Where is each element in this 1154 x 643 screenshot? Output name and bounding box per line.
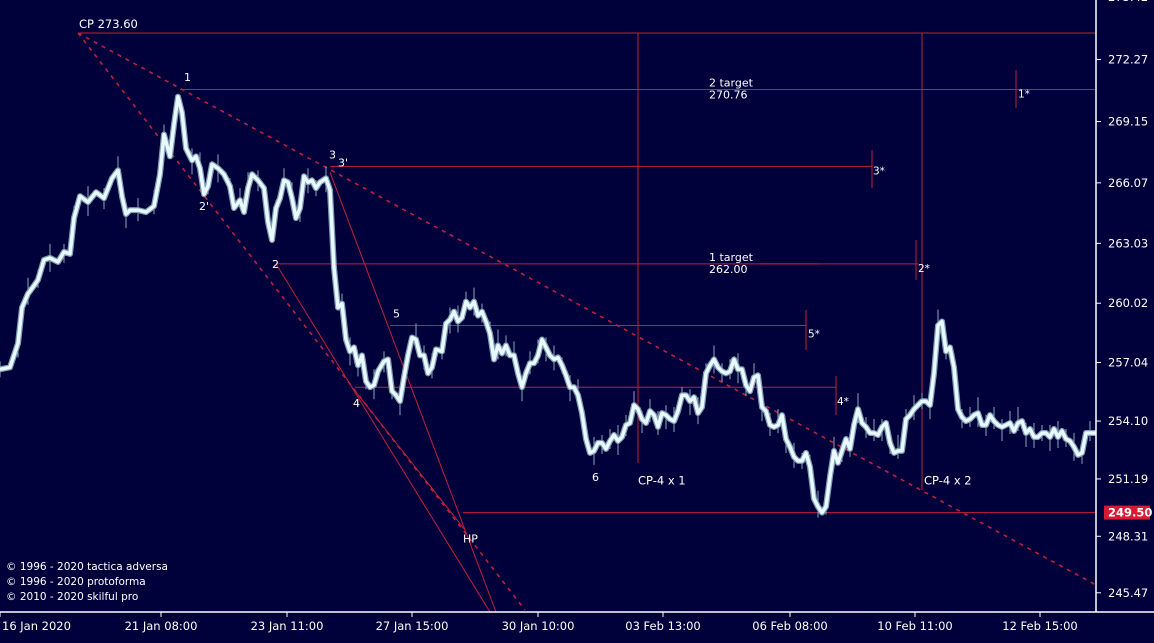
wave-label: 4 [353, 397, 360, 410]
x-tick-label: 06 Feb 08:00 [752, 619, 827, 633]
y-tick-label: 248.31 [1108, 529, 1148, 543]
y-tick-label: 251.19 [1108, 472, 1148, 486]
x-tick-label: 12 Feb 15:00 [1002, 619, 1077, 633]
star-label: 5* [808, 328, 820, 340]
copyright-line: © 2010 - 2020 skilful pro [6, 591, 139, 603]
current-price-label: 249.50 [1108, 506, 1152, 520]
target-label: 2 target [709, 77, 754, 90]
current-price-badge [1104, 505, 1150, 520]
price-line [0, 94, 1096, 515]
y-tick-label: 257.04 [1108, 356, 1148, 370]
star-label: 3* [873, 165, 885, 177]
copyright-line: © 1996 - 2020 tactica adversa [6, 561, 168, 573]
analysis-overlay [77, 32, 1097, 613]
wave-label: 3' [338, 156, 348, 169]
y-tick-label: 260.02 [1108, 296, 1148, 310]
wave-label: 5 [393, 308, 400, 321]
y-tick-label: 245.47 [1108, 586, 1148, 600]
x-tick-label: 03 Feb 13:00 [625, 619, 700, 633]
construction-line [351, 386, 466, 531]
wave-label: 2' [199, 200, 209, 213]
y-tick-label: 266.07 [1108, 176, 1148, 190]
wave-label: HP [463, 532, 478, 545]
x-tick-label: 27 Jan 15:00 [376, 619, 449, 633]
x-tick-label: 23 Jan 11:00 [251, 619, 324, 633]
cp-projection-label: CP-4 x 2 [924, 474, 972, 488]
copyright-line: © 1996 - 2020 protoforma [6, 576, 146, 588]
star-label: 1* [1018, 89, 1030, 101]
construction-line [329, 172, 497, 613]
wave-label: 3 [329, 148, 336, 161]
target-value: 262.00 [709, 263, 748, 276]
price-series [0, 93, 1096, 518]
wave-label: 2 [272, 258, 279, 271]
construction-line [275, 263, 491, 613]
y-tick-label: 269.15 [1108, 115, 1148, 129]
target-value: 270.76 [709, 89, 748, 102]
cp-label: CP 273.60 [79, 17, 138, 31]
y-tick-label: 254.10 [1108, 414, 1148, 428]
star-label: 2* [918, 263, 930, 275]
star-label: 4* [837, 396, 849, 408]
x-tick-label: 30 Jan 10:00 [502, 619, 575, 633]
cp-projection-label: CP-4 x 1 [638, 474, 686, 488]
x-tick-label: 21 Jan 08:00 [125, 619, 198, 633]
y-tick-label: 263.03 [1108, 236, 1148, 250]
x-tick-label: 10 Feb 11:00 [877, 619, 952, 633]
x-tick-label: 16 Jan 2020 [2, 619, 71, 633]
fan-line-upper [77, 32, 1097, 586]
y-tick-label: 272.27 [1108, 52, 1148, 66]
y-tick-label: 275.42 [1108, 0, 1148, 4]
target-label: 1 target [709, 251, 754, 264]
wave-label: 6 [592, 471, 599, 484]
wave-label: 1 [184, 71, 191, 84]
